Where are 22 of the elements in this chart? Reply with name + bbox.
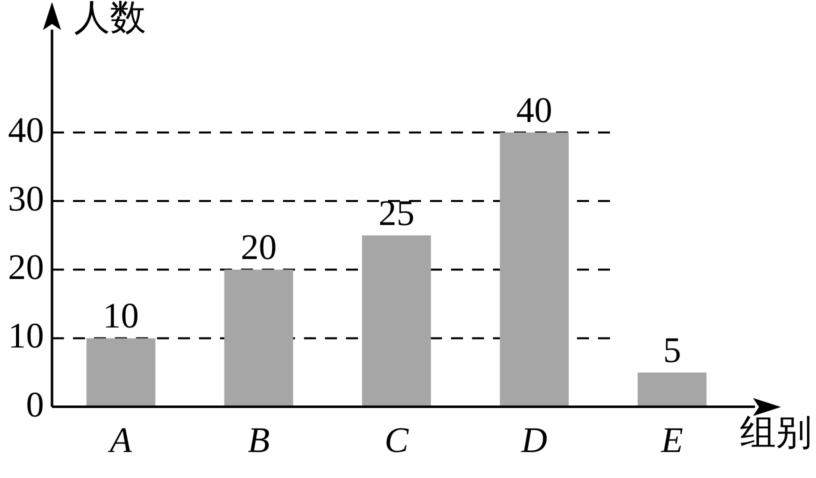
y-tick-label: 40 [8,110,44,150]
y-tick-label: 0 [26,384,44,424]
data-label: 20 [240,227,277,268]
x-tick-label: D [520,420,548,460]
bar [224,270,294,407]
data-label: 25 [378,192,414,233]
data-label: 10 [102,296,139,336]
y-tick-label: 30 [8,178,44,219]
bar [362,235,431,407]
bar [638,372,707,407]
x-axis-title: 组别 [740,412,812,452]
y-axis-title: 人数 [74,0,146,38]
y-tick-label: 20 [8,247,44,288]
data-label: 40 [516,90,552,130]
x-tick-label: A [108,420,133,460]
bar [500,132,569,407]
data-label: 5 [663,330,682,370]
y-tick-label: 10 [8,316,44,356]
x-tick-label: E [660,420,684,460]
x-tick-label: C [384,420,410,460]
x-tick-label: B [248,420,270,460]
bar [86,338,156,407]
